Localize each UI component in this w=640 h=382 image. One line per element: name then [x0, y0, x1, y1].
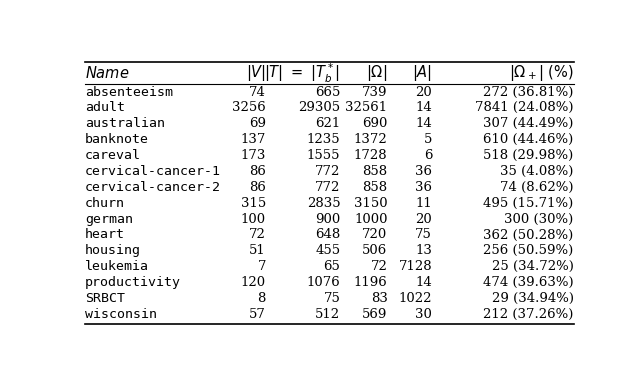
Text: heart: heart	[85, 228, 125, 241]
Text: 3150: 3150	[354, 197, 388, 210]
Text: 14: 14	[415, 276, 432, 289]
Text: absenteeism: absenteeism	[85, 86, 173, 99]
Text: 72: 72	[371, 260, 388, 273]
Text: 900: 900	[315, 213, 340, 226]
Text: 362 (50.28%): 362 (50.28%)	[483, 228, 573, 241]
Text: 86: 86	[249, 165, 266, 178]
Text: 506: 506	[362, 244, 388, 257]
Text: 5: 5	[424, 133, 432, 146]
Text: $|T|\ =\ |T_b^*|$: $|T|\ =\ |T_b^*|$	[264, 62, 340, 85]
Text: 1728: 1728	[354, 149, 388, 162]
Text: 858: 858	[362, 181, 388, 194]
Text: 29 (34.94%): 29 (34.94%)	[492, 292, 573, 305]
Text: 11: 11	[415, 197, 432, 210]
Text: 7128: 7128	[399, 260, 432, 273]
Text: 1022: 1022	[399, 292, 432, 305]
Text: 610 (44.46%): 610 (44.46%)	[483, 133, 573, 146]
Text: 1196: 1196	[354, 276, 388, 289]
Text: 720: 720	[362, 228, 388, 241]
Text: 20: 20	[415, 213, 432, 226]
Text: 25 (34.72%): 25 (34.72%)	[492, 260, 573, 273]
Text: 35 (4.08%): 35 (4.08%)	[500, 165, 573, 178]
Text: 120: 120	[241, 276, 266, 289]
Text: 1372: 1372	[354, 133, 388, 146]
Text: 69: 69	[249, 117, 266, 130]
Text: 2835: 2835	[307, 197, 340, 210]
Text: 1555: 1555	[307, 149, 340, 162]
Text: 75: 75	[324, 292, 340, 305]
Text: 739: 739	[362, 86, 388, 99]
Text: 8: 8	[258, 292, 266, 305]
Text: $\mathit{Name}$: $\mathit{Name}$	[85, 65, 129, 81]
Text: 690: 690	[362, 117, 388, 130]
Text: 86: 86	[249, 181, 266, 194]
Text: 7: 7	[257, 260, 266, 273]
Text: $|V|$: $|V|$	[246, 63, 266, 83]
Text: 74: 74	[249, 86, 266, 99]
Text: 300 (30%): 300 (30%)	[504, 213, 573, 226]
Text: 1076: 1076	[307, 276, 340, 289]
Text: 14: 14	[415, 117, 432, 130]
Text: australian: australian	[85, 117, 165, 130]
Text: 57: 57	[249, 308, 266, 321]
Text: churn: churn	[85, 197, 125, 210]
Text: cervical-cancer-2: cervical-cancer-2	[85, 181, 221, 194]
Text: 3256: 3256	[232, 101, 266, 114]
Text: 665: 665	[315, 86, 340, 99]
Text: 1000: 1000	[354, 213, 388, 226]
Text: leukemia: leukemia	[85, 260, 149, 273]
Text: 14: 14	[415, 101, 432, 114]
Text: 307 (44.49%): 307 (44.49%)	[483, 117, 573, 130]
Text: 256 (50.59%): 256 (50.59%)	[483, 244, 573, 257]
Text: 474 (39.63%): 474 (39.63%)	[483, 276, 573, 289]
Text: 83: 83	[371, 292, 388, 305]
Text: 72: 72	[249, 228, 266, 241]
Text: 74 (8.62%): 74 (8.62%)	[500, 181, 573, 194]
Text: 772: 772	[315, 165, 340, 178]
Text: 7841 (24.08%): 7841 (24.08%)	[475, 101, 573, 114]
Text: 65: 65	[324, 260, 340, 273]
Text: 518 (29.98%): 518 (29.98%)	[483, 149, 573, 162]
Text: $|A|$: $|A|$	[412, 63, 432, 83]
Text: 30: 30	[415, 308, 432, 321]
Text: wisconsin: wisconsin	[85, 308, 157, 321]
Text: 648: 648	[315, 228, 340, 241]
Text: 772: 772	[315, 181, 340, 194]
Text: german: german	[85, 213, 133, 226]
Text: 6: 6	[424, 149, 432, 162]
Text: 858: 858	[362, 165, 388, 178]
Text: 29305: 29305	[298, 101, 340, 114]
Text: adult: adult	[85, 101, 125, 114]
Text: 455: 455	[316, 244, 340, 257]
Text: 20: 20	[415, 86, 432, 99]
Text: 1235: 1235	[307, 133, 340, 146]
Text: 75: 75	[415, 228, 432, 241]
Text: 272 (36.81%): 272 (36.81%)	[483, 86, 573, 99]
Text: banknote: banknote	[85, 133, 149, 146]
Text: 32561: 32561	[346, 101, 388, 114]
Text: SRBCT: SRBCT	[85, 292, 125, 305]
Text: 621: 621	[315, 117, 340, 130]
Text: 36: 36	[415, 181, 432, 194]
Text: 51: 51	[249, 244, 266, 257]
Text: 173: 173	[241, 149, 266, 162]
Text: 100: 100	[241, 213, 266, 226]
Text: cervical-cancer-1: cervical-cancer-1	[85, 165, 221, 178]
Text: $|\Omega|$: $|\Omega|$	[366, 63, 388, 83]
Text: careval: careval	[85, 149, 141, 162]
Text: 13: 13	[415, 244, 432, 257]
Text: $|\Omega_+|\ (\%)$: $|\Omega_+|\ (\%)$	[509, 63, 573, 83]
Text: 495 (15.71%): 495 (15.71%)	[483, 197, 573, 210]
Text: 315: 315	[241, 197, 266, 210]
Text: 212 (37.26%): 212 (37.26%)	[483, 308, 573, 321]
Text: housing: housing	[85, 244, 141, 257]
Text: 137: 137	[241, 133, 266, 146]
Text: productivity: productivity	[85, 276, 181, 289]
Text: 36: 36	[415, 165, 432, 178]
Text: 569: 569	[362, 308, 388, 321]
Text: 512: 512	[316, 308, 340, 321]
